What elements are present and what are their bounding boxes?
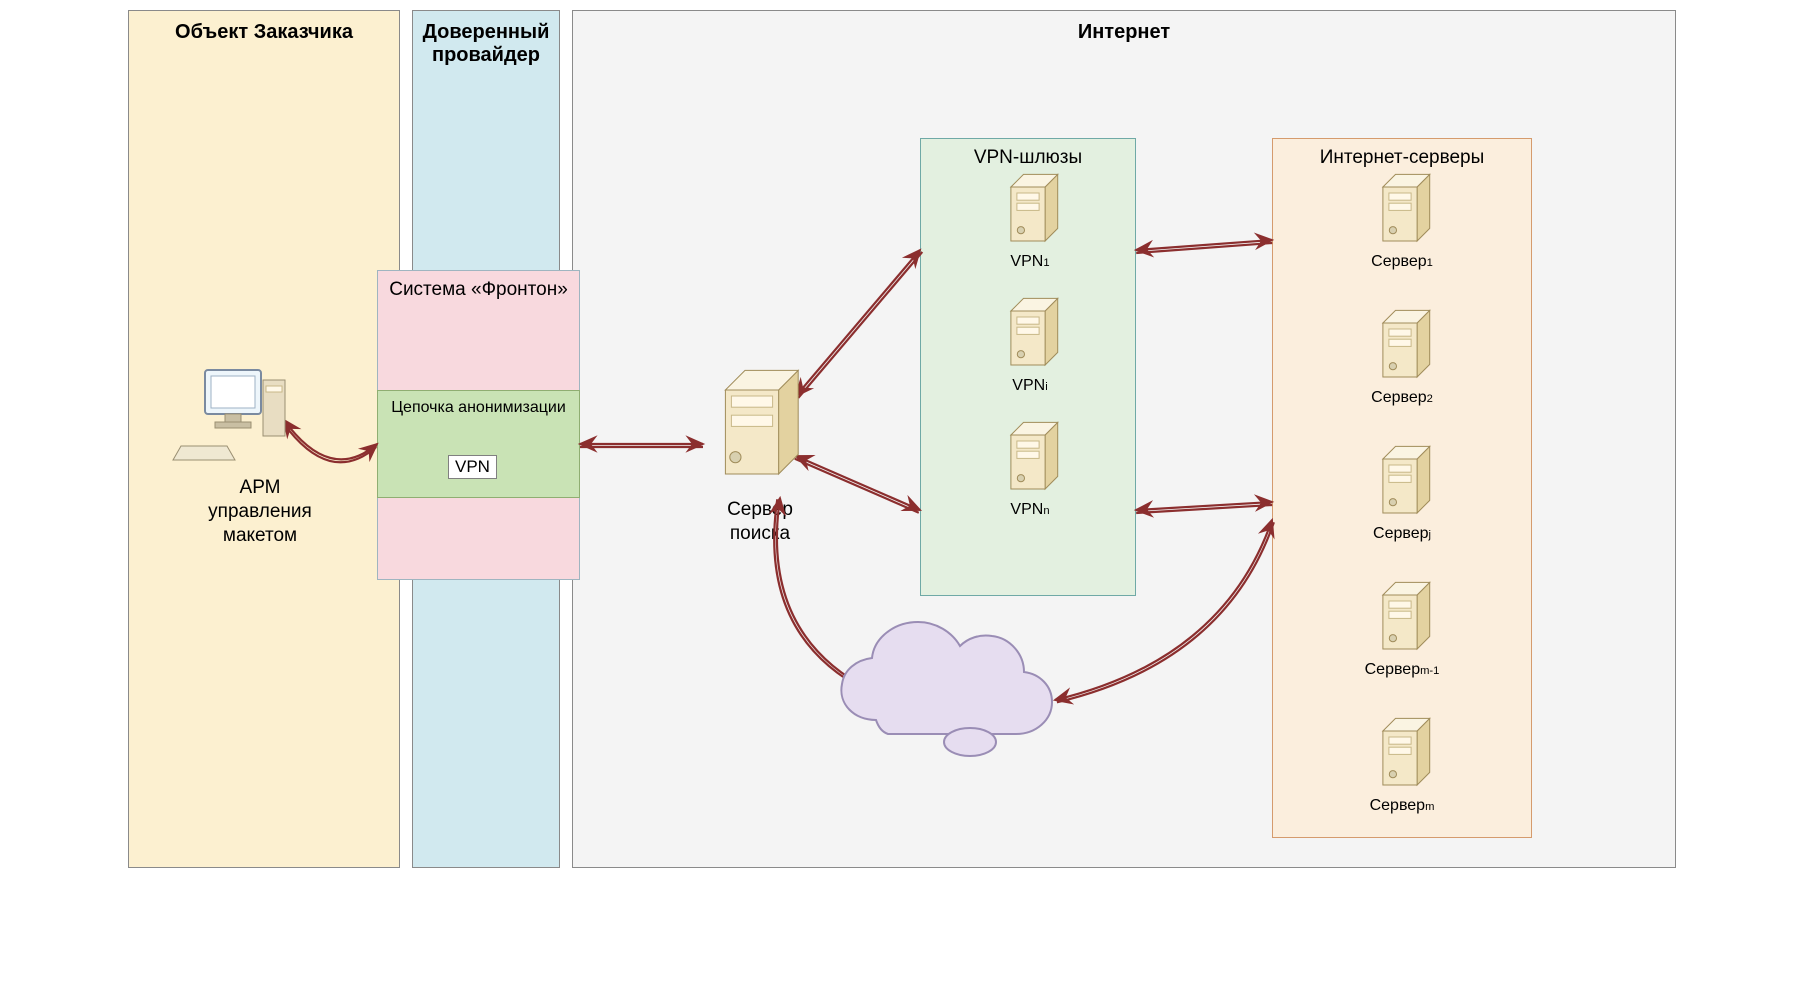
vpn1-label: VPN1 [1000,252,1060,272]
search-server-label: Сервер поиска [700,498,820,546]
serverm-label: Серверm [1358,796,1446,816]
group-internet-servers-title: Интернет-серверы [1273,147,1531,169]
group-vpn-gateways: VPN-шлюзы [920,138,1136,596]
serverj-label: Серверj [1358,524,1446,544]
vpni-label: VPNi [1000,376,1060,396]
group-anonchain: Цепочка анонимизации [377,390,580,498]
group-internet-servers: Интернет-серверы [1272,138,1532,838]
tor-label: Tor [946,692,986,716]
arm-label: АРМ управления макетом [180,476,340,547]
diagram-stage: Объект Заказчика Доверенный провайдер Ин… [0,0,1800,1006]
panel-customer: Объект Заказчика [128,10,400,868]
group-fronton-title: Система «Фронтон» [378,279,579,301]
serverm1-label: Серверm-1 [1350,660,1454,680]
panel-internet-title: Интернет [573,21,1675,44]
vpn-badge: VPN [448,455,497,479]
server1-label: Сервер1 [1358,252,1446,272]
panel-provider-title: Доверенный провайдер [413,21,559,67]
server2-label: Сервер2 [1358,388,1446,408]
group-anonchain-title: Цепочка анонимизации [378,399,579,417]
panel-customer-title: Объект Заказчика [129,21,399,44]
vpnn-label: VPNn [1000,500,1060,520]
group-vpn-gateways-title: VPN-шлюзы [921,147,1135,169]
